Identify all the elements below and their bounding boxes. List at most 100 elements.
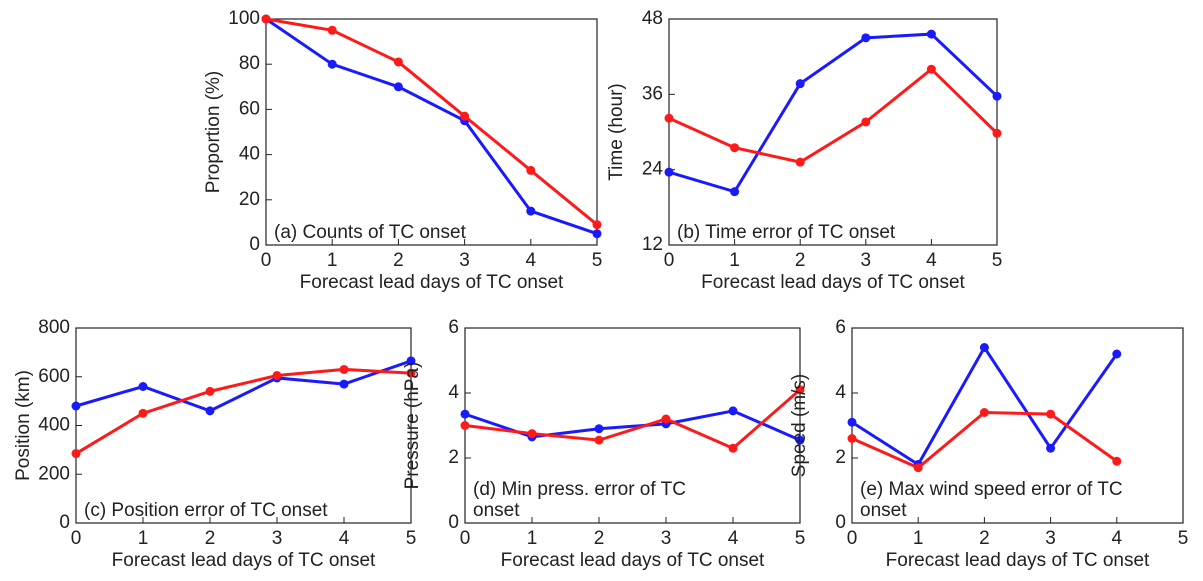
data-point — [71, 449, 81, 459]
x-tick-label: 1 — [729, 250, 740, 271]
series-line — [75, 359, 412, 413]
data-point — [592, 220, 602, 230]
y-axis-label: Speed (m/s) — [789, 374, 810, 477]
y-tick-label: 36 — [642, 83, 663, 104]
data-point — [594, 435, 604, 445]
data-point — [339, 379, 349, 389]
data-point — [728, 443, 738, 453]
x-tick-label: 0 — [664, 250, 675, 271]
y-axis-label: Pressure (hPa) — [402, 362, 423, 490]
y-tick-label: 48 — [642, 8, 663, 29]
x-tick-label: 3 — [272, 528, 283, 549]
y-axis-label: Time (hour) — [606, 83, 627, 180]
y-tick-label: 0 — [448, 512, 459, 533]
x-axis-label: Forecast lead days of TC onset — [112, 550, 376, 571]
x-tick-label: 0 — [261, 250, 272, 271]
y-tick-label: 24 — [642, 159, 664, 180]
data-point — [661, 414, 671, 424]
data-point — [847, 434, 857, 443]
data-point — [527, 429, 537, 439]
x-axis-label: Forecast lead days of TC onset — [701, 272, 965, 293]
annotation: (e) Max wind speed error of TC onset — [860, 479, 1123, 521]
x-tick-label: 4 — [926, 250, 937, 271]
data-point — [795, 79, 805, 89]
x-tick-label: 5 — [1178, 528, 1189, 549]
x-tick-label: 0 — [847, 528, 858, 549]
y-tick-label: 12 — [642, 234, 663, 255]
y-tick-label: 400 — [38, 415, 70, 436]
data-point — [728, 406, 738, 416]
y-tick-label: 2 — [448, 447, 459, 468]
data-point — [272, 371, 282, 381]
data-point — [205, 386, 215, 396]
data-point — [406, 368, 416, 378]
data-point — [847, 417, 857, 427]
x-tick-label: 3 — [1045, 528, 1056, 549]
data-point — [1112, 456, 1122, 466]
x-tick-label: 2 — [594, 528, 605, 549]
data-point — [913, 463, 923, 473]
data-point — [594, 424, 604, 434]
data-point — [664, 113, 674, 123]
x-axis-label: Forecast lead days of TC onset — [501, 550, 765, 571]
y-tick-label: 600 — [38, 366, 70, 387]
x-tick-label: 5 — [795, 528, 806, 549]
series-line — [464, 388, 801, 451]
data-point — [926, 64, 936, 74]
data-point — [460, 409, 470, 419]
data-point — [1046, 443, 1056, 453]
data-point — [592, 229, 602, 239]
x-tick-label: 5 — [592, 250, 603, 271]
data-point — [71, 401, 81, 411]
x-tick-label: 1 — [327, 250, 338, 271]
annotation-box: (c) Position error of TC onset — [84, 500, 328, 521]
x-tick-label: 3 — [459, 250, 470, 271]
x-tick-label: 4 — [728, 528, 739, 549]
x-tick-label: 4 — [1112, 528, 1123, 549]
x-tick-label: 5 — [406, 528, 417, 549]
annotation-box: (a) Counts of TC onset — [274, 222, 466, 243]
data-point — [730, 187, 740, 197]
annotation: (c) Position error of TC onset — [84, 500, 328, 521]
y-tick-label: 2 — [835, 447, 846, 468]
x-tick-label: 4 — [526, 250, 537, 271]
annotation: (a) Counts of TC onset — [274, 222, 466, 243]
data-point — [992, 128, 1002, 138]
x-tick-label: 1 — [913, 528, 924, 549]
y-tick-label: 20 — [239, 189, 260, 210]
y-tick-label: 6 — [835, 317, 846, 338]
data-point — [795, 157, 805, 167]
series-line — [265, 17, 598, 226]
x-axis-label: Forecast lead days of TC onset — [300, 272, 564, 293]
data-point — [327, 59, 337, 69]
data-point — [526, 206, 536, 216]
y-tick-label: 6 — [448, 317, 459, 338]
series-line — [75, 367, 412, 455]
series-line — [851, 410, 1118, 470]
y-tick-label: 800 — [38, 317, 70, 338]
x-tick-label: 2 — [795, 250, 806, 271]
data-point — [730, 143, 740, 153]
y-tick-label: 0 — [249, 234, 260, 255]
x-tick-label: 1 — [527, 528, 538, 549]
y-tick-label: 200 — [38, 463, 70, 484]
data-point — [339, 364, 349, 374]
x-tick-label: 3 — [661, 528, 672, 549]
x-axis-label: Forecast lead days of TC onset — [886, 550, 1150, 571]
y-tick-label: 0 — [59, 512, 70, 533]
y-tick-label: 40 — [239, 144, 260, 165]
x-tick-label: 1 — [138, 528, 149, 549]
plot-frame — [265, 18, 598, 246]
data-point — [138, 408, 148, 418]
data-point — [406, 356, 416, 366]
x-tick-label: 2 — [205, 528, 216, 549]
data-point — [261, 14, 271, 24]
data-point — [393, 57, 403, 67]
y-tick-label: 100 — [228, 8, 260, 29]
x-tick-label: 0 — [460, 528, 471, 549]
data-point — [861, 117, 871, 127]
data-point — [393, 82, 403, 92]
y-axis-label: Position (km) — [13, 370, 34, 481]
data-point — [664, 167, 674, 177]
